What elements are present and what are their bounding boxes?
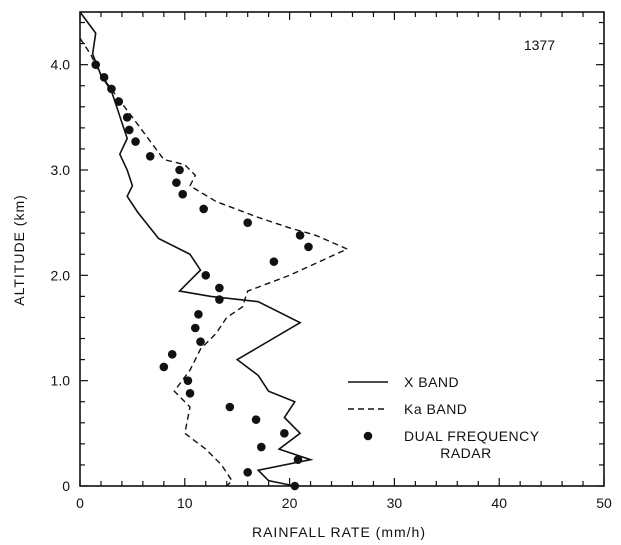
data-point-dual-frequency — [225, 402, 235, 412]
data-point-dual-frequency — [257, 442, 266, 452]
plot-frame — [79, 11, 605, 487]
legend-label: RADAR — [440, 445, 492, 461]
data-point-dual-frequency — [185, 389, 195, 398]
data-point-dual-frequency — [215, 283, 224, 293]
x-tick-label: 0 — [76, 495, 84, 511]
data-point-dual-frequency — [183, 376, 193, 385]
y-tick-label: 1.0 — [51, 373, 71, 389]
data-point-dual-frequency — [122, 113, 132, 122]
data-point-dual-frequency — [280, 429, 289, 438]
data-point-dual-frequency — [201, 271, 211, 280]
data-point-dual-frequency — [199, 204, 208, 214]
data-point-dual-frequency — [196, 337, 205, 346]
y-tick-label: 3.0 — [51, 162, 71, 178]
data-point-dual-frequency — [114, 97, 124, 106]
legend-label: X BAND — [404, 374, 459, 390]
x-tick-label: 20 — [282, 495, 298, 511]
data-point-dual-frequency — [145, 152, 155, 161]
series-line-ka-band — [79, 37, 349, 487]
data-point-dual-frequency — [178, 189, 188, 199]
data-point-dual-frequency — [304, 242, 313, 252]
data-point-dual-frequency — [167, 350, 177, 359]
y-tick-label: 0 — [62, 478, 70, 494]
y-tick-label: 2.0 — [51, 267, 71, 283]
legend-label: Ka BAND — [404, 401, 467, 417]
legend-label: DUAL FREQUENCY — [404, 428, 540, 444]
data-point-dual-frequency — [124, 125, 134, 135]
data-point-dual-frequency — [251, 415, 261, 424]
x-tick-label: 50 — [596, 495, 612, 511]
data-point-dual-frequency — [99, 73, 109, 82]
legend-swatch-dual-frequency — [363, 431, 373, 441]
data-point-dual-frequency — [215, 295, 224, 304]
x-axis-label: RAINFALL RATE (mm/h) — [252, 524, 426, 540]
data-point-dual-frequency — [159, 362, 169, 372]
x-tick-label: 40 — [491, 495, 507, 511]
data-point-dual-frequency — [295, 231, 305, 240]
axes: 0 10 20 30 40 50 0 1.0 2.0 3.0 4.0 — [51, 11, 612, 511]
plot-series — [79, 11, 349, 491]
data-point-dual-frequency — [290, 481, 300, 491]
data-point-dual-frequency — [131, 137, 140, 146]
data-point-dual-frequency — [293, 455, 303, 464]
data-point-dual-frequency — [172, 178, 181, 187]
data-point-dual-frequency — [190, 323, 200, 333]
x-tick-label: 30 — [387, 495, 403, 511]
data-point-dual-frequency — [175, 165, 184, 175]
chart-annotation: 1377 — [524, 37, 555, 53]
x-tick-label: 10 — [177, 495, 193, 511]
data-point-dual-frequency — [269, 257, 279, 266]
data-point-dual-frequency — [243, 218, 252, 227]
data-point-dual-frequency — [107, 84, 116, 94]
data-point-dual-frequency — [194, 310, 203, 319]
data-point-dual-frequency — [243, 468, 252, 477]
y-tick-label: 4.0 — [51, 57, 71, 73]
series-line-x-band — [79, 11, 314, 487]
data-point-dual-frequency — [91, 60, 101, 69]
y-axis-label: ALTITUDE (km) — [11, 194, 27, 306]
